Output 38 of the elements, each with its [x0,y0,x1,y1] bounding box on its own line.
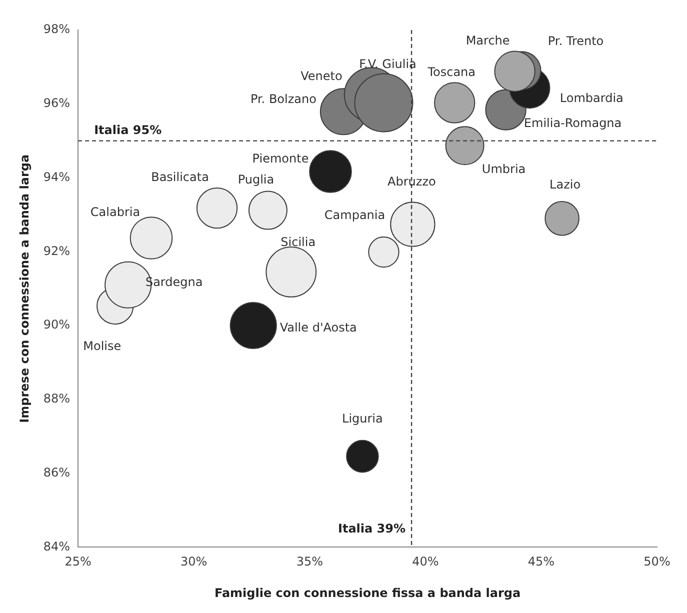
y-axis-title: Imprese con connessione a banda larga [17,154,32,423]
annotation: Pr. Bolzano [250,92,316,106]
x-tick-label: 30% [180,554,208,569]
annotation: Sicilia [280,235,316,250]
annotation: Lombardia [560,91,624,106]
annotation: Toscana [426,64,476,79]
annotation: Liguria [342,411,383,426]
annotation: Marche [466,34,510,48]
y-tick-label: 96% [43,96,70,110]
x-tick-label: 25% [64,554,92,569]
annotation: F.V. Giulia [359,56,416,71]
y-tick-label: 84% [43,539,70,554]
y-tick-label: 86% [43,465,70,480]
annotation: Abruzzo [388,174,436,188]
x-tick-label: 45% [528,554,555,569]
x-tick-label: 50% [644,554,670,569]
annotation: Basilicata [151,170,209,184]
x-tick-label: 35% [296,554,323,569]
annotation: Pr. Trento [548,34,604,48]
annotation: Calabria [90,205,140,220]
annotation: Lazio [550,178,581,192]
y-tick-label: 92% [43,244,70,258]
ref-line-label: Italia 39% [338,521,406,536]
y-tick-label: 94% [43,170,70,184]
annotation: Campania [324,208,386,222]
y-tick-label: 88% [43,392,70,406]
annotation: Valle d'Aosta [280,320,357,335]
annotation: Piemonte [252,152,309,166]
x-tick-label: 40% [412,554,439,569]
annotation: Puglia [238,172,274,186]
annotation: Veneto [300,68,342,83]
annotation: Emilia-Romagna [524,116,622,130]
ref-line-label: Italia 95% [94,122,162,137]
annotation: Molise [83,339,122,354]
annotation: Umbria [482,162,526,176]
y-tick-label: 90% [43,318,70,332]
x-axis-title: Famiglie con connessione fissa a banda larga [214,586,521,600]
y-tick-label: 98% [43,22,70,36]
